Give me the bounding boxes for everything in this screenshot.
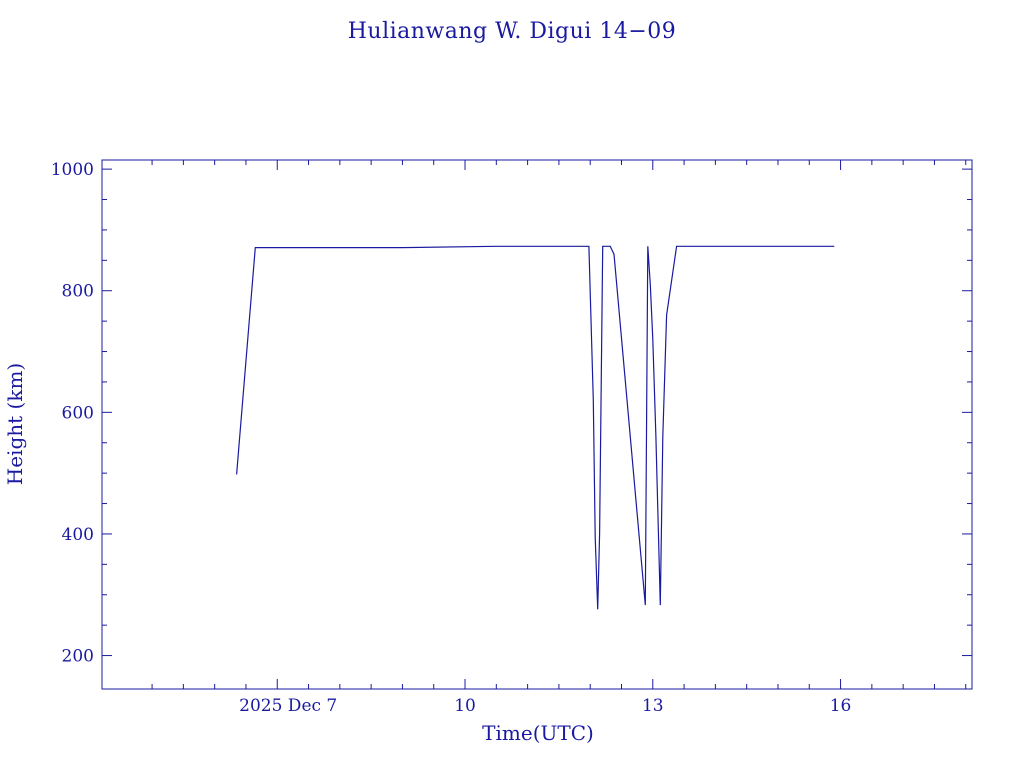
- y-axis: 200 400 600 800 1000: [51, 160, 972, 667]
- y-axis-label: Height (km): [3, 363, 27, 485]
- x-axis: 2025 Dec 7 10 13 16: [151, 160, 967, 716]
- x-tick-label: 10: [454, 696, 476, 716]
- chart-title: Hulianwang W. Digui 14−09: [348, 19, 677, 44]
- plot-frame: [101, 159, 973, 690]
- x-axis-label: Time(UTC): [482, 721, 594, 745]
- y-tick-label: 600: [62, 403, 94, 423]
- x-tick-label: 2025 Dec 7: [239, 696, 337, 716]
- y-tick-label: 800: [62, 282, 94, 302]
- y-tick-label: 200: [62, 647, 94, 667]
- x-tick-label: 13: [642, 696, 664, 716]
- y-tick-label: 1000: [51, 160, 94, 180]
- x-tick-label: 16: [830, 696, 852, 716]
- y-tick-label: 400: [62, 525, 94, 545]
- series-line: [236, 245, 835, 610]
